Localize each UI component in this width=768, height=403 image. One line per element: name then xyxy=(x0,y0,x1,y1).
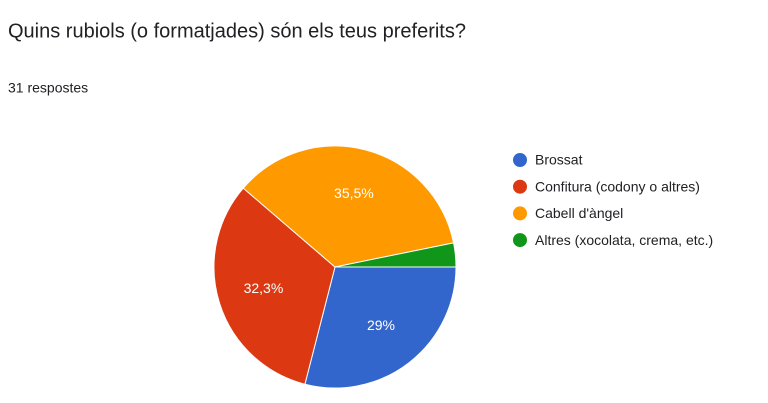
slice-label: 32,3% xyxy=(244,280,284,296)
legend-label: Brossat xyxy=(535,152,583,168)
legend-label: Altres (xocolata, crema, etc.) xyxy=(535,232,713,248)
legend-marker xyxy=(513,233,527,248)
pie-slice xyxy=(213,187,336,385)
legend-marker xyxy=(513,179,527,194)
response-count: 31 respostes xyxy=(8,80,88,96)
legend-marker xyxy=(513,206,527,221)
legend-label: Cabell d'àngel xyxy=(535,205,623,221)
pie-slice xyxy=(304,266,457,389)
legend-label: Confitura (codony o altres) xyxy=(535,178,700,194)
slice-label: 35,5% xyxy=(334,185,374,201)
chart-title: Quins rubiols (o formatjades) són els te… xyxy=(8,20,466,42)
pie-slice xyxy=(334,242,457,268)
legend-marker xyxy=(513,153,527,167)
pie-slice xyxy=(242,145,455,268)
slice-label: 29% xyxy=(367,317,395,333)
